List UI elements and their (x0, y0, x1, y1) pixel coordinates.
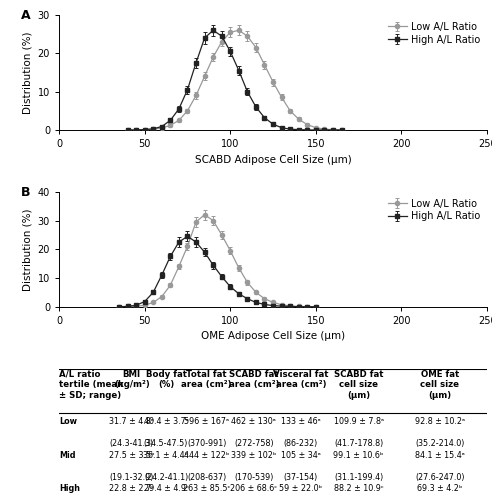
Text: Visceral fat
area (cm²): Visceral fat area (cm²) (273, 370, 329, 389)
Text: 105 ± 34ᵃ: 105 ± 34ᵃ (281, 450, 321, 460)
Text: 133 ± 46ᵃ: 133 ± 46ᵃ (281, 416, 321, 426)
Y-axis label: Distribution (%): Distribution (%) (22, 31, 32, 114)
Text: 31.7 ± 4.8ᵃ: 31.7 ± 4.8ᵃ (109, 416, 154, 426)
Legend: Low A/L Ratio, High A/L Ratio: Low A/L Ratio, High A/L Ratio (386, 196, 482, 224)
Text: 36.1 ± 4.4ᵇ: 36.1 ± 4.4ᵇ (144, 450, 188, 460)
Text: A: A (21, 10, 30, 22)
Text: SCABD fat
area (cm²): SCABD fat area (cm²) (229, 370, 279, 389)
Text: 69.3 ± 4.2ᵇ: 69.3 ± 4.2ᵇ (417, 484, 462, 492)
Text: 339 ± 102ᵇ: 339 ± 102ᵇ (231, 450, 277, 460)
Text: B: B (21, 186, 30, 199)
Text: SCABD fat
cell size
(μm): SCABD fat cell size (μm) (334, 370, 383, 400)
Text: 444 ± 122ᵇ: 444 ± 122ᵇ (184, 450, 229, 460)
Text: (41.7-178.8): (41.7-178.8) (334, 440, 383, 448)
Text: 99.1 ± 10.6ᵇ: 99.1 ± 10.6ᵇ (334, 450, 384, 460)
Text: 206 ± 68.6ᶜ: 206 ± 68.6ᶜ (230, 484, 277, 492)
Text: Total fat
area (cm²): Total fat area (cm²) (182, 370, 232, 389)
Text: (35.2-214.0): (35.2-214.0) (415, 440, 464, 448)
Text: BMI
(kg/m²): BMI (kg/m²) (114, 370, 150, 389)
X-axis label: SCABD Adipose Cell Size (μm): SCABD Adipose Cell Size (μm) (195, 154, 351, 164)
Text: 88.2 ± 10.9ᶜ: 88.2 ± 10.9ᶜ (334, 484, 384, 492)
Text: (27.6-247.0): (27.6-247.0) (415, 474, 465, 482)
Text: 40.4 ± 3.7ᵃ: 40.4 ± 3.7ᵃ (144, 416, 188, 426)
Text: (34.5-47.5): (34.5-47.5) (144, 440, 188, 448)
Text: (24.3-41.3): (24.3-41.3) (110, 440, 154, 448)
Text: 109.9 ± 7.8ᵃ: 109.9 ± 7.8ᵃ (334, 416, 384, 426)
Text: 59 ± 22.0ᵇ: 59 ± 22.0ᵇ (279, 484, 322, 492)
X-axis label: OME Adipose Cell Size (μm): OME Adipose Cell Size (μm) (201, 332, 345, 342)
Y-axis label: Distribution (%): Distribution (%) (22, 208, 32, 290)
Text: 22.8 ± 2.7ᶜ: 22.8 ± 2.7ᶜ (109, 484, 154, 492)
Text: 29.4 ± 4.9ᶜ: 29.4 ± 4.9ᶜ (144, 484, 188, 492)
Text: (86-232): (86-232) (284, 440, 318, 448)
Text: Body fat
(%): Body fat (%) (146, 370, 186, 389)
Text: (37-154): (37-154) (284, 474, 318, 482)
Text: OME fat
cell size
(μm): OME fat cell size (μm) (421, 370, 460, 400)
Text: Mid: Mid (59, 450, 76, 460)
Text: (370-991): (370-991) (187, 440, 226, 448)
Text: (19.1-32.9): (19.1-32.9) (110, 474, 154, 482)
Text: 84.1 ± 15.4ᵃ: 84.1 ± 15.4ᵃ (415, 450, 465, 460)
Text: (170-539): (170-539) (234, 474, 274, 482)
Text: 27.5 ± 3.5ᵇ: 27.5 ± 3.5ᵇ (109, 450, 154, 460)
Text: (31.1-199.4): (31.1-199.4) (334, 474, 383, 482)
Text: (272-758): (272-758) (234, 440, 274, 448)
Text: High: High (59, 484, 80, 492)
Text: (24.2-41.1): (24.2-41.1) (144, 474, 188, 482)
Text: (208-637): (208-637) (187, 474, 226, 482)
Legend: Low A/L Ratio, High A/L Ratio: Low A/L Ratio, High A/L Ratio (386, 20, 482, 46)
Text: Low: Low (59, 416, 77, 426)
Text: 263 ± 85.5ᶜ: 263 ± 85.5ᶜ (183, 484, 230, 492)
Text: 92.8 ± 10.2ᵃ: 92.8 ± 10.2ᵃ (415, 416, 465, 426)
Text: 462 ± 130ᵃ: 462 ± 130ᵃ (231, 416, 276, 426)
Text: A/L ratio
tertile (mean
± SD; range): A/L ratio tertile (mean ± SD; range) (59, 370, 123, 400)
Text: 596 ± 167ᵃ: 596 ± 167ᵃ (184, 416, 229, 426)
